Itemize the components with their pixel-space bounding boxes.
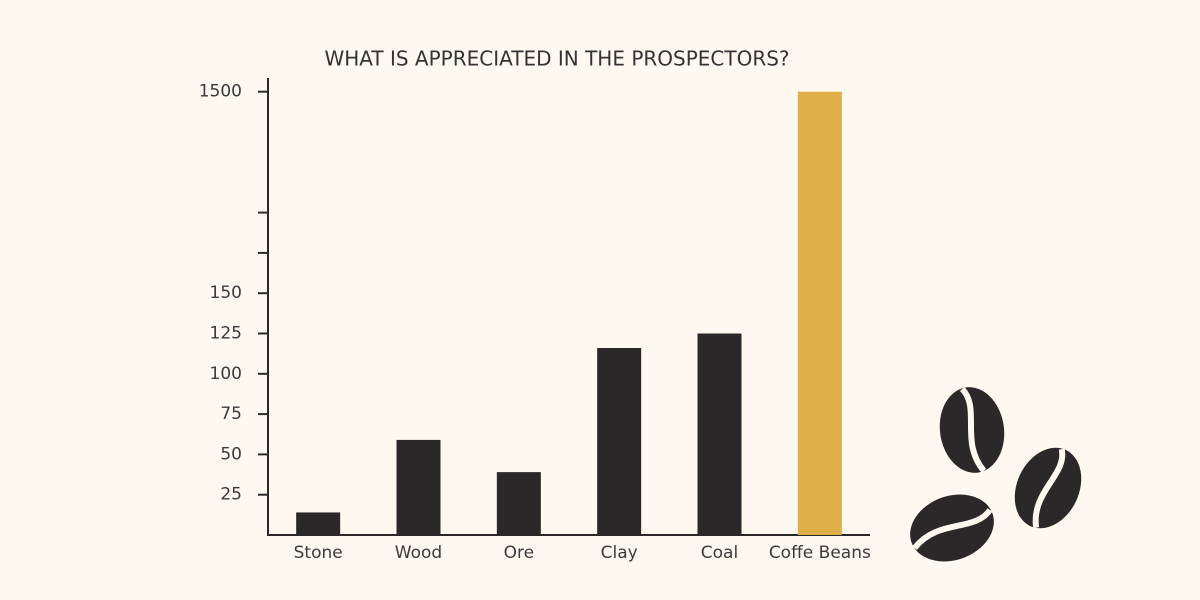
y-tick-label: 100 [210,364,242,384]
y-tick-label: 1500 [199,82,242,102]
y-tick-label: 75 [220,404,242,424]
coffee-beans [910,386,1082,562]
bar [797,91,842,535]
x-tick-label: Coal [701,543,738,563]
y-tick-label: 25 [220,485,242,505]
y-tick-label: 150 [210,283,242,303]
x-tick-label: Clay [601,543,638,563]
bar [697,333,742,535]
y-tick-label: 125 [210,324,242,344]
chart-title: WHAT IS APPRECIATED IN THE PROSPECTORS? [324,47,789,71]
x-tick-label: Stone [294,543,343,563]
bar [597,348,642,535]
bar [496,472,541,535]
x-tick-label: Coffe Beans [769,543,871,563]
bar [396,439,441,535]
x-tick-label: Wood [395,543,442,563]
y-tick-label: 50 [220,444,242,464]
bar [296,512,341,535]
x-tick-label: Ore [504,543,534,563]
